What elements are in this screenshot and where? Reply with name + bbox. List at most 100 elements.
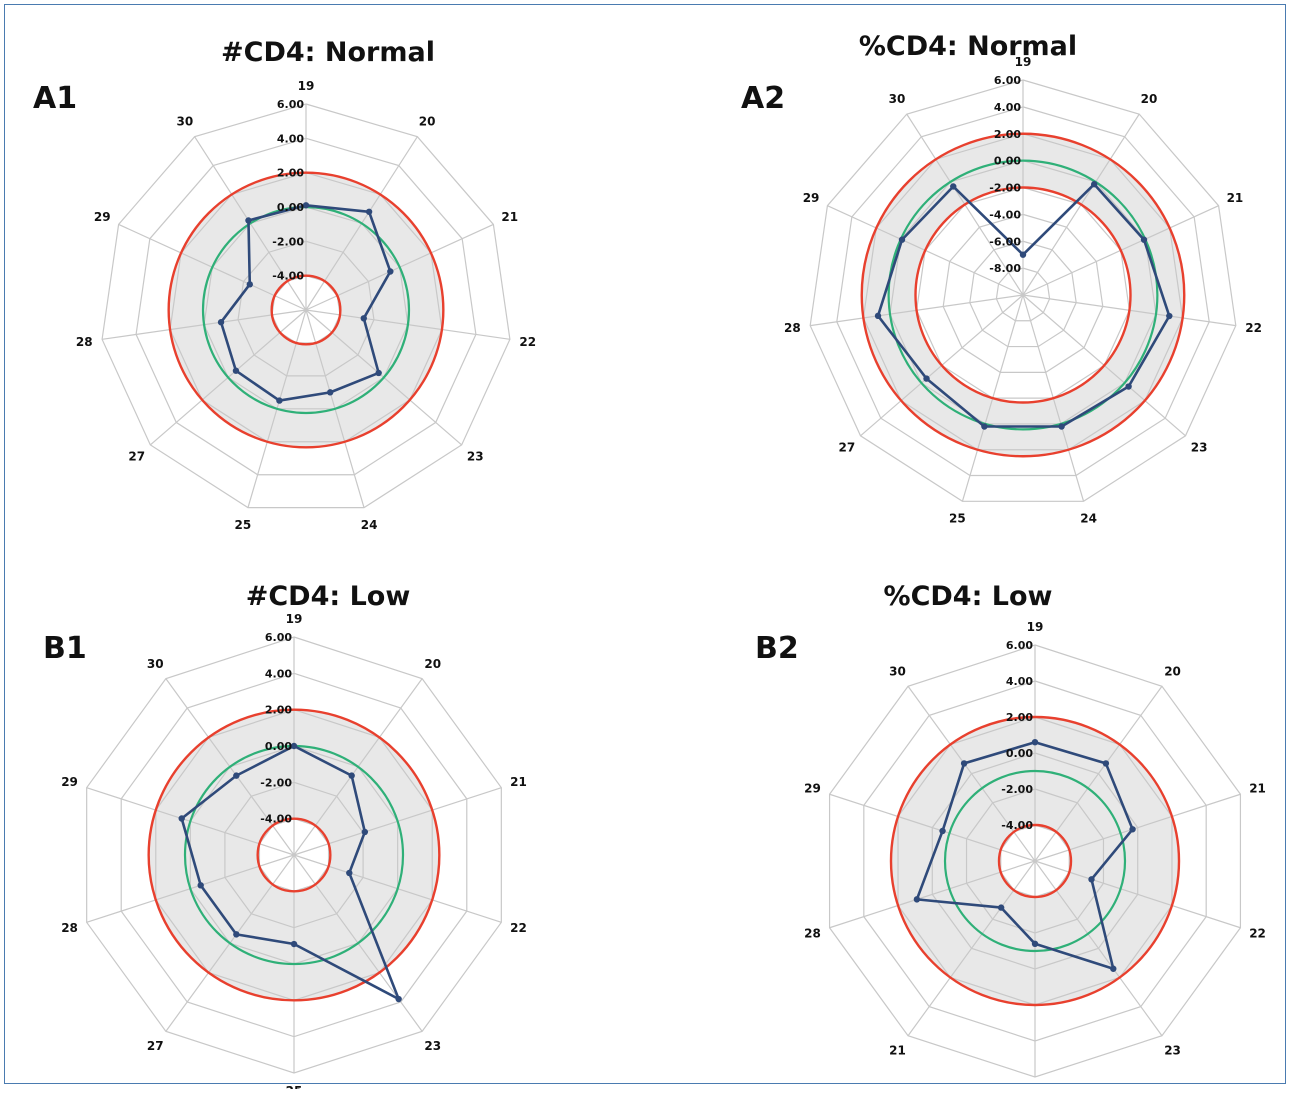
- category-label-5: 25: [1027, 1088, 1044, 1089]
- category-label-4: 23: [1191, 441, 1208, 455]
- ring-label-7: 6.00: [994, 74, 1021, 87]
- data-point-30-9: [233, 772, 240, 779]
- chart-title-a1: #CD4: Normal: [221, 37, 435, 68]
- center-line-circle: [943, 769, 1127, 953]
- data-point-29-8: [178, 815, 185, 822]
- data-point-24-5: [326, 389, 334, 396]
- data-point-23-4: [375, 369, 382, 377]
- ring-label-4: 4.00: [265, 667, 292, 680]
- limit-band: [148, 709, 440, 1001]
- data-point-30-10: [245, 217, 252, 224]
- data-point-21-2: [387, 268, 394, 275]
- figure-frame: #CD4: Normal A1 -4.00 -2.00 0.00 2.00 4.00 6.…: [4, 4, 1286, 1089]
- lower-limit-circle: [914, 186, 1132, 404]
- data-point-29-9: [898, 236, 906, 243]
- data-point-22-3: [360, 315, 367, 322]
- center-line-circle: [887, 159, 1159, 431]
- category-label-1: 20: [1164, 665, 1181, 679]
- grid-ring-3: [915, 186, 1131, 399]
- upper-limit-circle: [167, 171, 445, 449]
- data-point-23-4: [395, 995, 402, 1003]
- category-label-4: 23: [424, 1039, 441, 1053]
- lower-limit-circle: [270, 274, 342, 346]
- category-label-8: 28: [76, 335, 93, 349]
- upper-limit-circle: [147, 708, 441, 1002]
- ring-label-2: 0.00: [265, 740, 292, 753]
- data-point-21-2: [1129, 826, 1136, 833]
- category-label-2: 21: [1249, 782, 1266, 796]
- category-label-2: 21: [501, 210, 518, 224]
- data-series-line: [219, 203, 392, 402]
- data-point-25-6: [981, 423, 988, 430]
- grid-ring-1: [969, 240, 1077, 348]
- category-label-9: 29: [94, 210, 111, 224]
- data-point-30-10: [950, 183, 957, 190]
- data-point-27-6: [233, 931, 240, 938]
- data-point-20-1: [1102, 760, 1110, 767]
- grid-ring-3: [169, 172, 443, 443]
- category-label-6: 25: [235, 518, 252, 532]
- category-label-10: 30: [177, 115, 194, 129]
- grid-ring-5: [862, 133, 1184, 451]
- ring-label-6: 4.00: [994, 101, 1021, 114]
- lower-limit-circle: [256, 817, 332, 893]
- ring-label-5: 6.00: [265, 631, 292, 644]
- data-point-19-0: [1031, 739, 1039, 746]
- data-point-21-2: [361, 828, 369, 836]
- radar-chart-a1: -4.00 -2.00 0.00 2.00 4.00 6.00 19 20 21 22 23 24 25…: [76, 79, 536, 532]
- panel-label-b2: B2: [755, 631, 799, 666]
- data-point-30-9: [960, 760, 968, 767]
- ring-label-1: -2.00: [260, 776, 292, 789]
- grid-ring-4: [889, 159, 1157, 425]
- ring-label-3: 2.00: [265, 704, 292, 717]
- category-label-0: 19: [286, 612, 303, 626]
- ring-label-4: 4.00: [277, 132, 304, 145]
- lower-limit-circle: [997, 823, 1073, 899]
- ring-label-0: -4.00: [260, 813, 292, 826]
- radar-chart-a2: -8.00 -6.00 -4.00 -2.00 0.00 2.00 4.00 6.00 19 20…: [784, 55, 1262, 526]
- category-label-4: 23: [467, 450, 484, 464]
- data-point-19-0: [290, 742, 298, 750]
- data-point-23-4: [1125, 383, 1132, 390]
- category-label-5: 24: [361, 518, 378, 532]
- data-point-24-5: [1058, 423, 1065, 430]
- category-label-5: 24: [1080, 512, 1097, 526]
- category-label-1: 20: [419, 115, 436, 129]
- ring-label-1: -2.00: [1001, 783, 1033, 796]
- category-label-6: 27: [147, 1039, 164, 1053]
- data-point-23-4: [1110, 965, 1117, 972]
- category-label-0: 19: [1015, 55, 1032, 69]
- ring-label-0: -8.00: [989, 262, 1021, 275]
- radar-panel-b2: %CD4: Low B2 -4.00 -2.00 0.00 2.00 4.00 6.00 1…: [645, 549, 1291, 1093]
- data-point-28-8: [874, 312, 882, 320]
- chart-title-a2: %CD4: Normal: [858, 31, 1078, 62]
- category-label-3: 22: [519, 335, 536, 349]
- panel-label-a1: A1: [33, 81, 78, 116]
- category-label-4: 23: [1164, 1043, 1181, 1057]
- panel-label-a2: A2: [741, 81, 786, 116]
- ring-label-2: 0.00: [1006, 747, 1033, 760]
- ring-label-1: -2.00: [272, 235, 304, 248]
- ring-label-3: 2.00: [277, 167, 304, 180]
- category-label-8: 29: [61, 775, 78, 789]
- ring-label-2: -4.00: [989, 208, 1021, 221]
- category-label-1: 20: [1141, 92, 1158, 106]
- data-point-22-3: [346, 869, 353, 877]
- data-point-25-6: [276, 397, 283, 404]
- category-label-7: 27: [839, 441, 856, 455]
- ring-label-3: -2.00: [989, 182, 1021, 195]
- category-label-3: 22: [1249, 926, 1266, 940]
- category-label-1: 20: [424, 657, 441, 671]
- grid-ring-0: [995, 267, 1051, 322]
- category-label-7: 28: [61, 921, 78, 935]
- category-label-8: 29: [804, 782, 821, 796]
- data-point-19-0: [1019, 251, 1027, 258]
- category-label-5: 25: [286, 1084, 303, 1089]
- data-point-29-9: [246, 281, 253, 288]
- category-label-6: 21: [889, 1043, 906, 1057]
- category-label-7: 27: [128, 450, 145, 464]
- data-point-28-7: [197, 882, 204, 889]
- data-point-29-8: [939, 827, 946, 835]
- category-label-3: 22: [1245, 321, 1262, 335]
- chart-title-b1: #CD4: Low: [245, 581, 411, 612]
